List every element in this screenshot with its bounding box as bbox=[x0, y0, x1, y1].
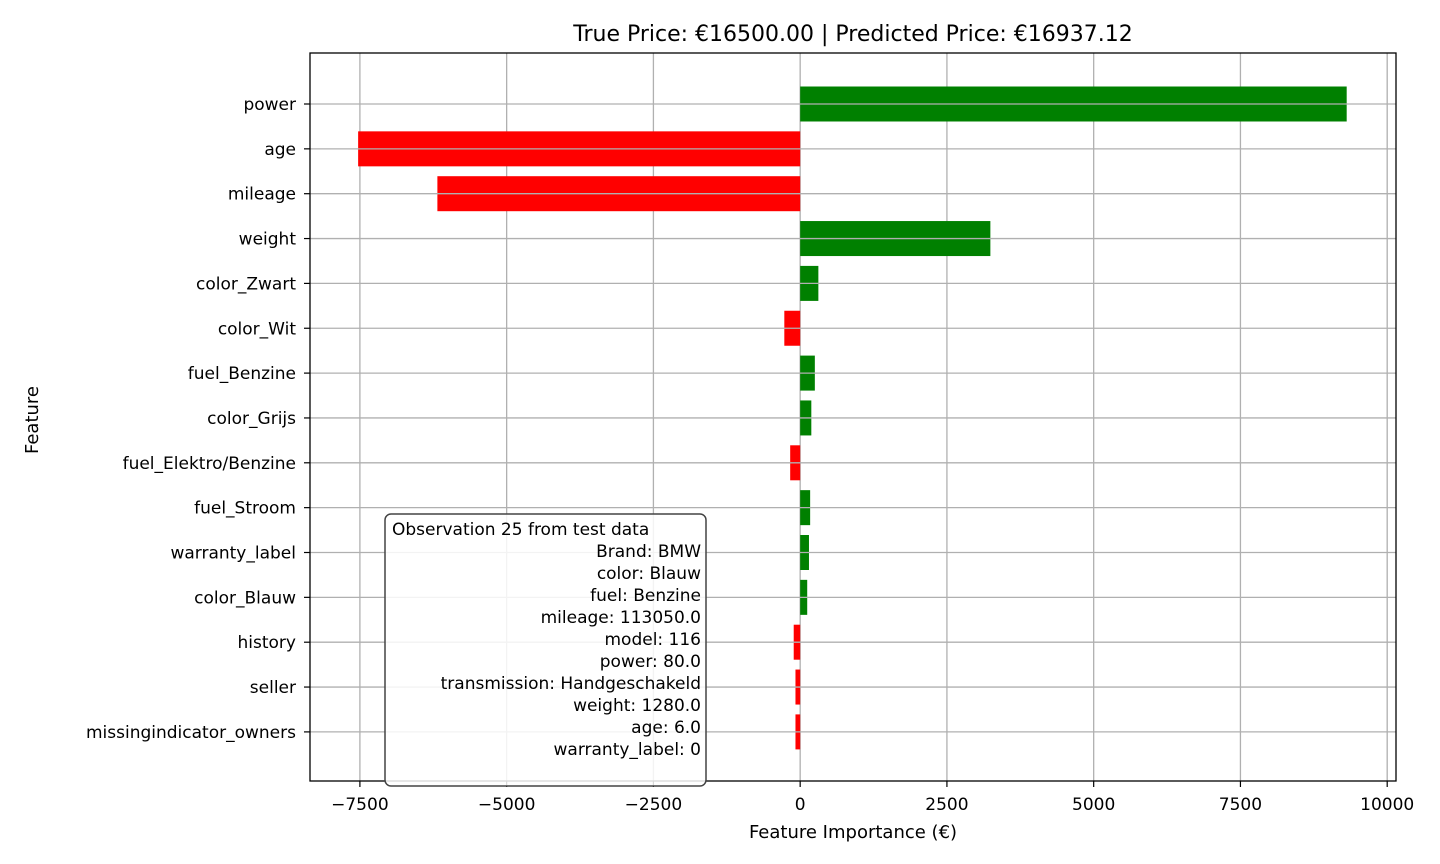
x-tick-label: −7500 bbox=[331, 795, 389, 815]
x-tick-label: 5000 bbox=[1072, 795, 1115, 815]
y-tick-label: weight bbox=[239, 230, 297, 250]
x-tick-label: 2500 bbox=[925, 795, 968, 815]
y-axis-ticks: power age mileage weight color_Zwart color_Wi… bbox=[86, 95, 310, 743]
y-tick-label: color_Wit bbox=[218, 319, 297, 339]
y-tick-label: mileage bbox=[228, 185, 296, 205]
chart-title: True Price: €16500.00 | Predicted Price:… bbox=[572, 22, 1132, 47]
y-tick-label: age bbox=[264, 140, 296, 160]
x-tick-label: 0 bbox=[795, 795, 806, 815]
annotation-line: power: 80.0 bbox=[600, 652, 701, 672]
y-tick-label: fuel_Elektro/Benzine bbox=[123, 454, 296, 474]
x-axis-ticks: −7500 −5000 −2500 0 2500 5000 7500 10000 bbox=[331, 781, 1414, 815]
annotation-line: model: 116 bbox=[604, 630, 701, 650]
y-tick-label: seller bbox=[250, 678, 296, 698]
y-tick-label: missingindicator_owners bbox=[86, 723, 296, 743]
annotation-line: age: 6.0 bbox=[631, 718, 701, 738]
y-tick-label: power bbox=[243, 95, 296, 115]
x-tick-label: −5000 bbox=[478, 795, 536, 815]
y-tick-label: color_Zwart bbox=[196, 274, 296, 294]
annotation-line: color: Blauw bbox=[597, 564, 701, 584]
y-axis-label: Feature bbox=[22, 386, 43, 454]
y-tick-label: warranty_label bbox=[170, 544, 296, 564]
x-tick-label: −2500 bbox=[625, 795, 683, 815]
annotation-line: mileage: 113050.0 bbox=[541, 608, 701, 628]
annotation-line: fuel: Benzine bbox=[590, 586, 701, 606]
y-tick-label: color_Blauw bbox=[194, 588, 296, 608]
x-tick-label: 10000 bbox=[1360, 795, 1414, 815]
x-axis-label: Feature Importance (€) bbox=[749, 822, 957, 843]
annotation-line: transmission: Handgeschakeld bbox=[441, 674, 701, 694]
axes-frame bbox=[309, 52, 1397, 782]
y-tick-label: history bbox=[238, 633, 296, 653]
annotation-line: Brand: BMW bbox=[596, 542, 701, 562]
annotation-line: warranty_label: 0 bbox=[554, 740, 701, 760]
annotation-heading: Observation 25 from test data bbox=[392, 520, 649, 540]
x-tick-label: 7500 bbox=[1219, 795, 1262, 815]
y-tick-label: fuel_Benzine bbox=[188, 364, 296, 384]
annotation-box-background bbox=[384, 513, 707, 787]
gridlines bbox=[359, 53, 1388, 781]
annotation-line: weight: 1280.0 bbox=[573, 696, 701, 716]
y-tick-label: fuel_Stroom bbox=[194, 499, 296, 519]
y-tick-label: color_Grijs bbox=[207, 409, 296, 429]
